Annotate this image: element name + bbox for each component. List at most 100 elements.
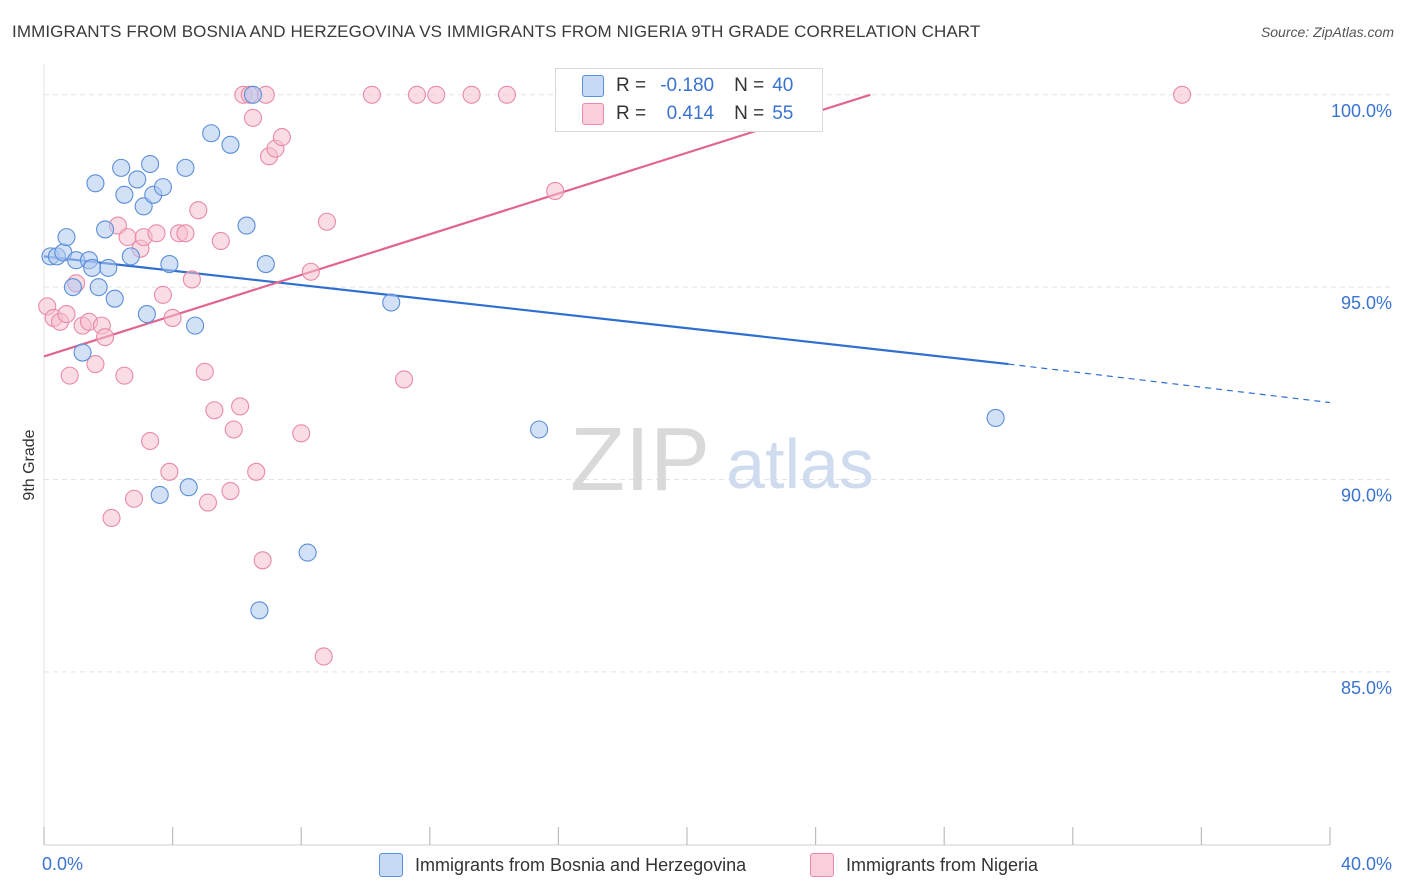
- point-bosnia: [89, 278, 108, 297]
- point-nigeria: [314, 647, 333, 666]
- point-nigeria: [153, 285, 173, 304]
- point-bosnia: [128, 170, 147, 189]
- point-nigeria: [60, 366, 79, 385]
- y-axis-title: 9th Grade: [21, 429, 38, 500]
- point-nigeria: [102, 508, 121, 528]
- bosnia-swatch: [582, 75, 604, 97]
- stats-legend-row-nigeria: R = 0.414 N = 55: [556, 100, 793, 128]
- nigeria-swatch: [582, 103, 604, 125]
- point-nigeria: [272, 128, 291, 147]
- point-bosnia: [121, 247, 140, 266]
- legend-item-nigeria[interactable]: Immigrants from Nigeria: [810, 852, 1038, 878]
- point-bosnia: [63, 278, 82, 297]
- legend-label-bosnia: Immigrants from Bosnia and Herzegovina: [415, 854, 747, 875]
- trend-line-nigeria: [43, 93, 871, 358]
- series-legend: Immigrants from Bosnia and Herzegovina I…: [0, 852, 1406, 878]
- n-value: 55: [772, 103, 794, 124]
- legend-item-bosnia[interactable]: Immigrants from Bosnia and Herzegovina: [379, 852, 746, 878]
- y-axis-title-wrap: 9th Grade: [21, 429, 38, 500]
- point-nigeria: [96, 328, 115, 347]
- watermark: ZIP atlas: [570, 410, 874, 510]
- point-bosnia: [86, 174, 105, 193]
- point-bosnia: [160, 255, 179, 274]
- point-nigeria: [115, 366, 134, 385]
- legend-label-nigeria: Immigrants from Nigeria: [846, 854, 1039, 875]
- x-tick-label: 40.0%: [1341, 854, 1392, 874]
- point-nigeria: [205, 401, 224, 420]
- watermark-zip: ZIP: [570, 410, 710, 510]
- point-bosnia: [57, 228, 76, 247]
- nigeria-legend-swatch: [810, 853, 834, 877]
- n-label: N =: [734, 75, 765, 96]
- point-nigeria: [147, 224, 166, 243]
- n-label: N =: [734, 103, 765, 124]
- r-value: 0.414: [666, 103, 715, 124]
- data-points: [38, 85, 1192, 666]
- point-nigeria: [317, 212, 336, 231]
- point-nigeria: [253, 551, 272, 570]
- point-nigeria: [292, 424, 311, 443]
- point-bosnia: [186, 316, 205, 335]
- grid-lines: [44, 94, 1392, 673]
- point-bosnia: [99, 258, 118, 277]
- point-bosnia: [221, 135, 240, 154]
- point-nigeria: [407, 85, 426, 104]
- source-label: Source: ZipAtlas.com: [1260, 24, 1394, 40]
- trend-line-bosnia-extension: [1008, 363, 1331, 404]
- r-value: -0.180: [660, 75, 715, 96]
- point-bosnia: [134, 197, 153, 216]
- point-nigeria: [224, 420, 243, 439]
- point-nigeria: [247, 462, 266, 481]
- point-nigeria: [462, 85, 481, 104]
- point-bosnia: [137, 305, 156, 324]
- point-nigeria: [243, 108, 263, 127]
- point-bosnia: [115, 185, 134, 204]
- point-bosnia: [179, 478, 198, 497]
- stats-legend: R = -0.180 N = 40 R = 0.414 N = 55: [555, 68, 823, 132]
- point-nigeria: [427, 85, 446, 104]
- axes: [43, 64, 1331, 846]
- y-tick-label: 100.0%: [1331, 101, 1392, 121]
- y-tick-label: 85.0%: [1341, 678, 1392, 698]
- point-bosnia: [141, 154, 160, 174]
- point-nigeria: [231, 397, 250, 416]
- point-bosnia: [96, 220, 115, 239]
- point-nigeria: [1173, 85, 1192, 104]
- point-nigeria: [124, 489, 144, 508]
- point-nigeria: [182, 270, 201, 289]
- point-nigeria: [57, 305, 76, 324]
- point-bosnia: [986, 408, 1005, 428]
- point-nigeria: [86, 355, 105, 374]
- point-nigeria: [497, 85, 517, 104]
- bosnia-legend-swatch: [379, 853, 403, 877]
- point-nigeria: [141, 431, 160, 451]
- chart-title: IMMIGRANTS FROM BOSNIA AND HERZEGOVINA V…: [12, 22, 981, 41]
- point-nigeria: [176, 224, 195, 243]
- point-bosnia: [73, 343, 92, 362]
- point-nigeria: [362, 85, 381, 104]
- point-bosnia: [256, 255, 275, 274]
- r-label: R =: [616, 75, 647, 96]
- point-bosnia: [250, 601, 269, 620]
- x-tick-label: 0.0%: [42, 854, 83, 874]
- point-bosnia: [105, 289, 124, 308]
- point-bosnia: [83, 258, 102, 277]
- trend-line-bosnia: [43, 255, 1009, 366]
- point-bosnia: [530, 420, 549, 439]
- point-nigeria: [163, 308, 182, 327]
- point-nigeria: [301, 262, 320, 281]
- point-nigeria: [211, 231, 230, 251]
- point-bosnia: [202, 124, 221, 143]
- point-bosnia: [243, 85, 263, 104]
- point-nigeria: [198, 493, 218, 512]
- tick-labels: 100.0% 95.0% 90.0% 85.0% 0.0% 40.0%: [42, 101, 1392, 874]
- point-nigeria: [195, 362, 214, 381]
- point-bosnia: [237, 216, 256, 235]
- trend-lines: [43, 93, 1331, 404]
- point-nigeria: [221, 481, 240, 501]
- point-bosnia: [176, 158, 195, 177]
- watermark-atlas: atlas: [726, 425, 874, 503]
- r-label: R =: [616, 103, 647, 124]
- point-nigeria: [395, 370, 414, 389]
